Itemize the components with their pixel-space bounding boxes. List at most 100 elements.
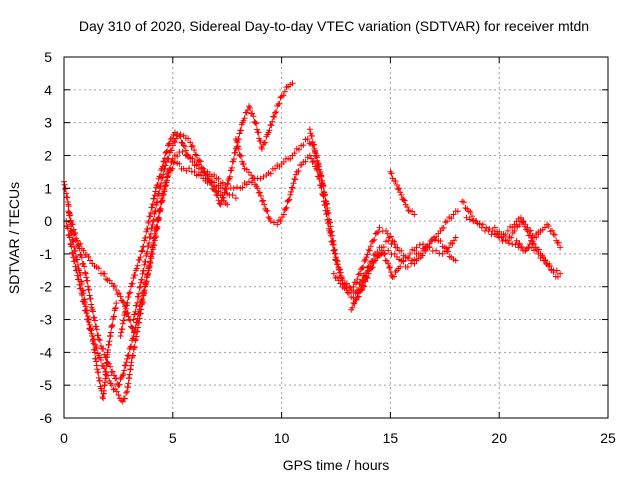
data-point: [331, 246, 338, 253]
data-point: [316, 163, 323, 170]
data-point: [553, 267, 560, 274]
series-arc-13: [491, 218, 564, 251]
data-point: [106, 338, 113, 345]
series-arc-5: [130, 80, 296, 323]
data-point: [329, 232, 336, 239]
data-point: [454, 208, 461, 215]
data-point: [138, 248, 145, 255]
data-point: [147, 209, 154, 216]
data-point: [145, 270, 152, 277]
data-point: [93, 326, 100, 333]
data-point: [176, 160, 183, 167]
data-point: [302, 158, 309, 165]
data-point: [109, 368, 116, 375]
series-arc-10: [387, 168, 418, 218]
data-point: [359, 282, 366, 289]
data-point: [541, 224, 548, 231]
data-point: [96, 337, 103, 344]
data-point: [64, 194, 71, 201]
data-point: [88, 301, 95, 308]
data-point: [541, 257, 548, 264]
data-point: [122, 362, 129, 369]
data-point: [168, 158, 175, 165]
data-point: [127, 344, 134, 351]
data-point: [264, 208, 271, 215]
data-point: [85, 253, 92, 260]
data-point: [527, 227, 534, 234]
data-point: [109, 322, 116, 329]
data-point: [77, 285, 84, 292]
data-point: [119, 372, 126, 379]
data-point: [516, 240, 523, 247]
data-point: [91, 341, 98, 348]
data-point: [125, 380, 132, 387]
y-tick-label: -5: [40, 377, 53, 393]
series-arc-3: [65, 148, 239, 389]
data-point: [140, 288, 147, 295]
data-point: [146, 264, 153, 271]
data-point: [448, 215, 455, 222]
data-point: [449, 240, 456, 247]
data-point: [181, 143, 188, 150]
data-point: [529, 238, 536, 245]
data-point: [381, 251, 388, 258]
data-point: [323, 201, 330, 208]
data-point: [126, 290, 133, 297]
data-point: [417, 250, 424, 257]
data-point: [365, 246, 372, 253]
data-point: [411, 211, 418, 218]
data-point: [87, 295, 94, 302]
data-point: [126, 371, 133, 378]
data-point: [69, 221, 76, 228]
data-point: [333, 257, 340, 264]
data-point: [319, 177, 326, 184]
data-point: [396, 185, 403, 192]
data-point: [426, 244, 433, 251]
data-point: [238, 153, 245, 160]
data-point: [187, 139, 194, 146]
data-point: [84, 277, 91, 284]
data-point: [504, 227, 511, 234]
y-tick-label: -1: [40, 246, 53, 262]
data-point: [227, 173, 234, 180]
data-point: [63, 222, 70, 229]
data-point: [135, 293, 142, 300]
data-point: [333, 254, 339, 261]
data-point: [196, 157, 203, 164]
data-point: [252, 119, 259, 126]
data-point: [272, 165, 279, 172]
data-point: [159, 197, 166, 204]
data-point: [213, 191, 220, 198]
data-point: [147, 260, 154, 267]
data-point: [524, 224, 531, 231]
data-point: [460, 199, 467, 206]
data-point: [198, 164, 205, 171]
data-point: [223, 186, 230, 193]
data-point: [81, 269, 88, 276]
data-point: [260, 197, 267, 204]
data-point: [100, 345, 107, 352]
data-point: [367, 243, 374, 250]
data-point: [132, 308, 139, 315]
data-point: [551, 231, 558, 238]
data-point: [391, 238, 398, 245]
data-point: [121, 395, 128, 402]
data-point: [145, 243, 152, 250]
data-point: [237, 127, 244, 134]
data-point: [128, 324, 135, 331]
data-point: [93, 344, 100, 351]
data-point: [152, 208, 159, 215]
data-point: [139, 270, 146, 277]
data-point: [267, 218, 274, 225]
data-point: [550, 231, 557, 238]
data-point: [287, 191, 294, 198]
data-point: [65, 231, 72, 238]
data-point: [134, 299, 141, 306]
data-point: [129, 280, 136, 287]
data-point: [437, 238, 444, 245]
data-point: [69, 249, 76, 256]
data-point: [168, 147, 175, 154]
data-point: [360, 264, 367, 271]
data-point: [103, 354, 110, 361]
data-point: [293, 171, 300, 178]
